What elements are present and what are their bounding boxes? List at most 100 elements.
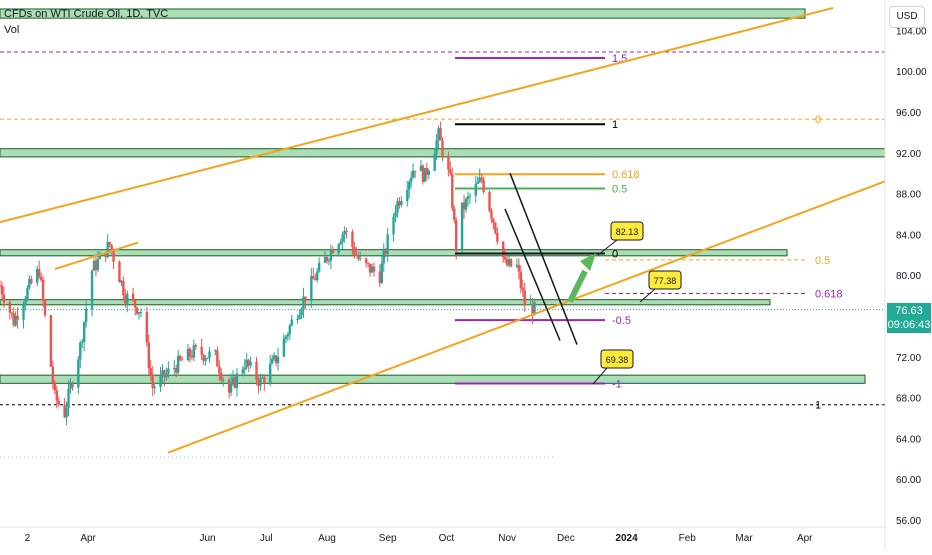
candle-body bbox=[249, 362, 252, 366]
candle-body bbox=[274, 355, 278, 364]
candle-body bbox=[453, 208, 456, 221]
candle-body bbox=[94, 260, 98, 271]
candle-body bbox=[327, 260, 331, 262]
candle-body bbox=[396, 201, 399, 213]
candle-body bbox=[104, 253, 107, 258]
candle-body bbox=[502, 241, 505, 258]
candle-body bbox=[531, 304, 534, 316]
candle-body bbox=[296, 318, 299, 320]
candle-body bbox=[533, 301, 536, 316]
candle-body bbox=[451, 173, 454, 209]
candle-body bbox=[353, 247, 356, 255]
candle-body bbox=[263, 377, 266, 383]
candle-body bbox=[92, 260, 96, 271]
fib-level-label: 1 bbox=[612, 119, 618, 131]
candle-body bbox=[505, 259, 509, 266]
candle-body bbox=[521, 287, 524, 291]
candle-body bbox=[51, 366, 55, 384]
candle-body bbox=[122, 280, 125, 296]
y-tick-label: 72.00 bbox=[896, 353, 921, 364]
volume-indicator-label[interactable]: Vol bbox=[4, 24, 20, 36]
candle-body bbox=[229, 382, 233, 393]
candle-body bbox=[482, 179, 485, 192]
y-tick-label: 104.00 bbox=[896, 26, 927, 37]
support-resistance-zones bbox=[0, 8, 886, 384]
y-tick-label: 92.00 bbox=[896, 149, 921, 160]
candle-body bbox=[323, 257, 327, 263]
fib-level-label: -1 bbox=[612, 379, 622, 391]
price-callout-label: 77.38 bbox=[654, 276, 677, 286]
candlesticks bbox=[0, 121, 536, 426]
candle-body bbox=[167, 368, 170, 374]
y-tick-label: 96.00 bbox=[896, 108, 921, 119]
candle-body bbox=[165, 373, 168, 378]
candle-body bbox=[276, 356, 280, 364]
price-callout-box bbox=[648, 270, 682, 290]
y-tick-label: 68.00 bbox=[896, 394, 921, 405]
candle-body bbox=[455, 220, 458, 251]
candle-body bbox=[202, 354, 205, 361]
falling-channel-upper bbox=[509, 172, 578, 345]
candle-body bbox=[480, 177, 483, 180]
candle-body bbox=[133, 299, 137, 308]
candle-body bbox=[269, 363, 272, 383]
candle-body bbox=[329, 249, 333, 261]
price-callout-box bbox=[600, 349, 634, 369]
candle-body bbox=[337, 244, 340, 254]
candle-body bbox=[231, 377, 235, 383]
upper-trendline bbox=[0, 6, 834, 224]
candle-body bbox=[494, 222, 497, 233]
candle-body bbox=[529, 304, 532, 306]
candle-body bbox=[55, 390, 58, 401]
candle-body bbox=[517, 264, 521, 272]
candle-body bbox=[176, 355, 180, 373]
drawings: 82.13 77.38 69.38 bbox=[0, 6, 886, 454]
candle-body bbox=[16, 315, 19, 320]
x-tick-label: Apr bbox=[80, 533, 96, 544]
candle-body bbox=[180, 359, 184, 361]
x-tick-label: Mar bbox=[735, 533, 753, 544]
candle-body bbox=[190, 356, 194, 358]
candle-body bbox=[108, 242, 111, 245]
candle-body bbox=[441, 140, 444, 157]
candle-body bbox=[149, 368, 152, 375]
candle-body bbox=[28, 279, 31, 288]
candle-body bbox=[447, 156, 450, 170]
candle-body bbox=[206, 357, 209, 359]
candle-body bbox=[65, 408, 68, 418]
candle-body bbox=[118, 261, 121, 283]
last-price-value: 76.63 bbox=[895, 305, 923, 317]
candle-body bbox=[474, 183, 477, 196]
candle-body bbox=[10, 312, 13, 314]
candle-body bbox=[106, 242, 109, 258]
candle-body bbox=[81, 341, 84, 343]
candle-body bbox=[386, 234, 389, 254]
callout-pointer bbox=[597, 239, 618, 256]
candle-body bbox=[0, 285, 4, 295]
candle-body bbox=[227, 379, 231, 393]
currency-button[interactable]: USD bbox=[889, 6, 925, 28]
x-tick-label: Sep bbox=[379, 533, 397, 544]
price-callout-label: 82.13 bbox=[616, 227, 639, 237]
candle-body bbox=[290, 319, 293, 326]
candle-body bbox=[345, 230, 348, 232]
candle-body bbox=[398, 201, 401, 206]
candle-body bbox=[435, 140, 438, 154]
candle-body bbox=[26, 287, 29, 300]
y-tick-label: 64.00 bbox=[896, 434, 921, 445]
candle-body bbox=[359, 258, 362, 260]
candle-body bbox=[220, 373, 223, 380]
candle-body bbox=[272, 355, 276, 359]
x-tick-label: Apr bbox=[797, 533, 813, 544]
candle-body bbox=[84, 309, 88, 323]
x-tick-label: Dec bbox=[557, 533, 575, 544]
candle-body bbox=[163, 370, 166, 378]
x-tick-label: Nov bbox=[498, 533, 516, 544]
fib-level-label: 0 bbox=[815, 114, 821, 126]
candle-body bbox=[0, 285, 2, 287]
candle-body bbox=[478, 177, 481, 183]
candle-body bbox=[131, 293, 135, 300]
candle-body bbox=[462, 202, 466, 210]
